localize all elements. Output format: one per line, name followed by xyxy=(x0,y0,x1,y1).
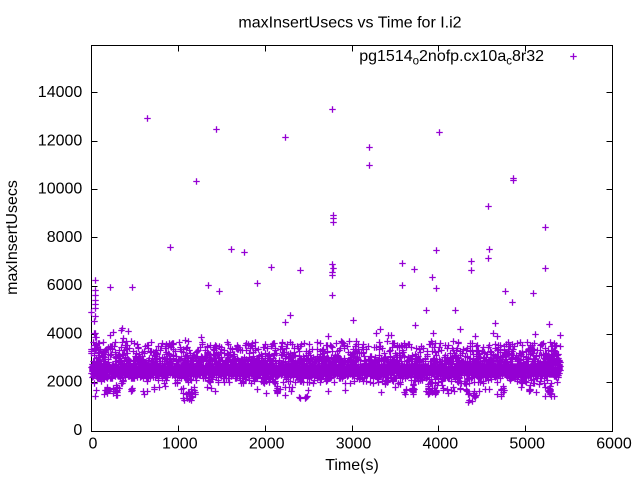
svg-text:pg1514o2nofp.cx10ac8r32: pg1514o2nofp.cx10ac8r32 xyxy=(359,48,544,67)
svg-text:14000: 14000 xyxy=(38,84,83,101)
svg-text:4000: 4000 xyxy=(423,436,459,453)
svg-text:2000: 2000 xyxy=(47,374,83,391)
svg-text:0: 0 xyxy=(89,436,98,453)
svg-text:8000: 8000 xyxy=(47,229,83,246)
svg-text:Time(s): Time(s) xyxy=(325,457,379,474)
svg-text:1000: 1000 xyxy=(162,436,198,453)
svg-text:3000: 3000 xyxy=(336,436,372,453)
svg-text:6000: 6000 xyxy=(47,277,83,294)
svg-text:maxInsertUsecs vs Time for I.i: maxInsertUsecs vs Time for I.i2 xyxy=(238,15,461,32)
svg-text:6000: 6000 xyxy=(596,436,632,453)
svg-text:4000: 4000 xyxy=(47,325,83,342)
svg-text:10000: 10000 xyxy=(38,181,83,198)
svg-text:2000: 2000 xyxy=(249,436,285,453)
svg-text:12000: 12000 xyxy=(38,132,83,149)
svg-text:0: 0 xyxy=(73,422,82,439)
svg-text:maxInsertUsecs: maxInsertUsecs xyxy=(4,180,21,295)
svg-text:5000: 5000 xyxy=(509,436,545,453)
